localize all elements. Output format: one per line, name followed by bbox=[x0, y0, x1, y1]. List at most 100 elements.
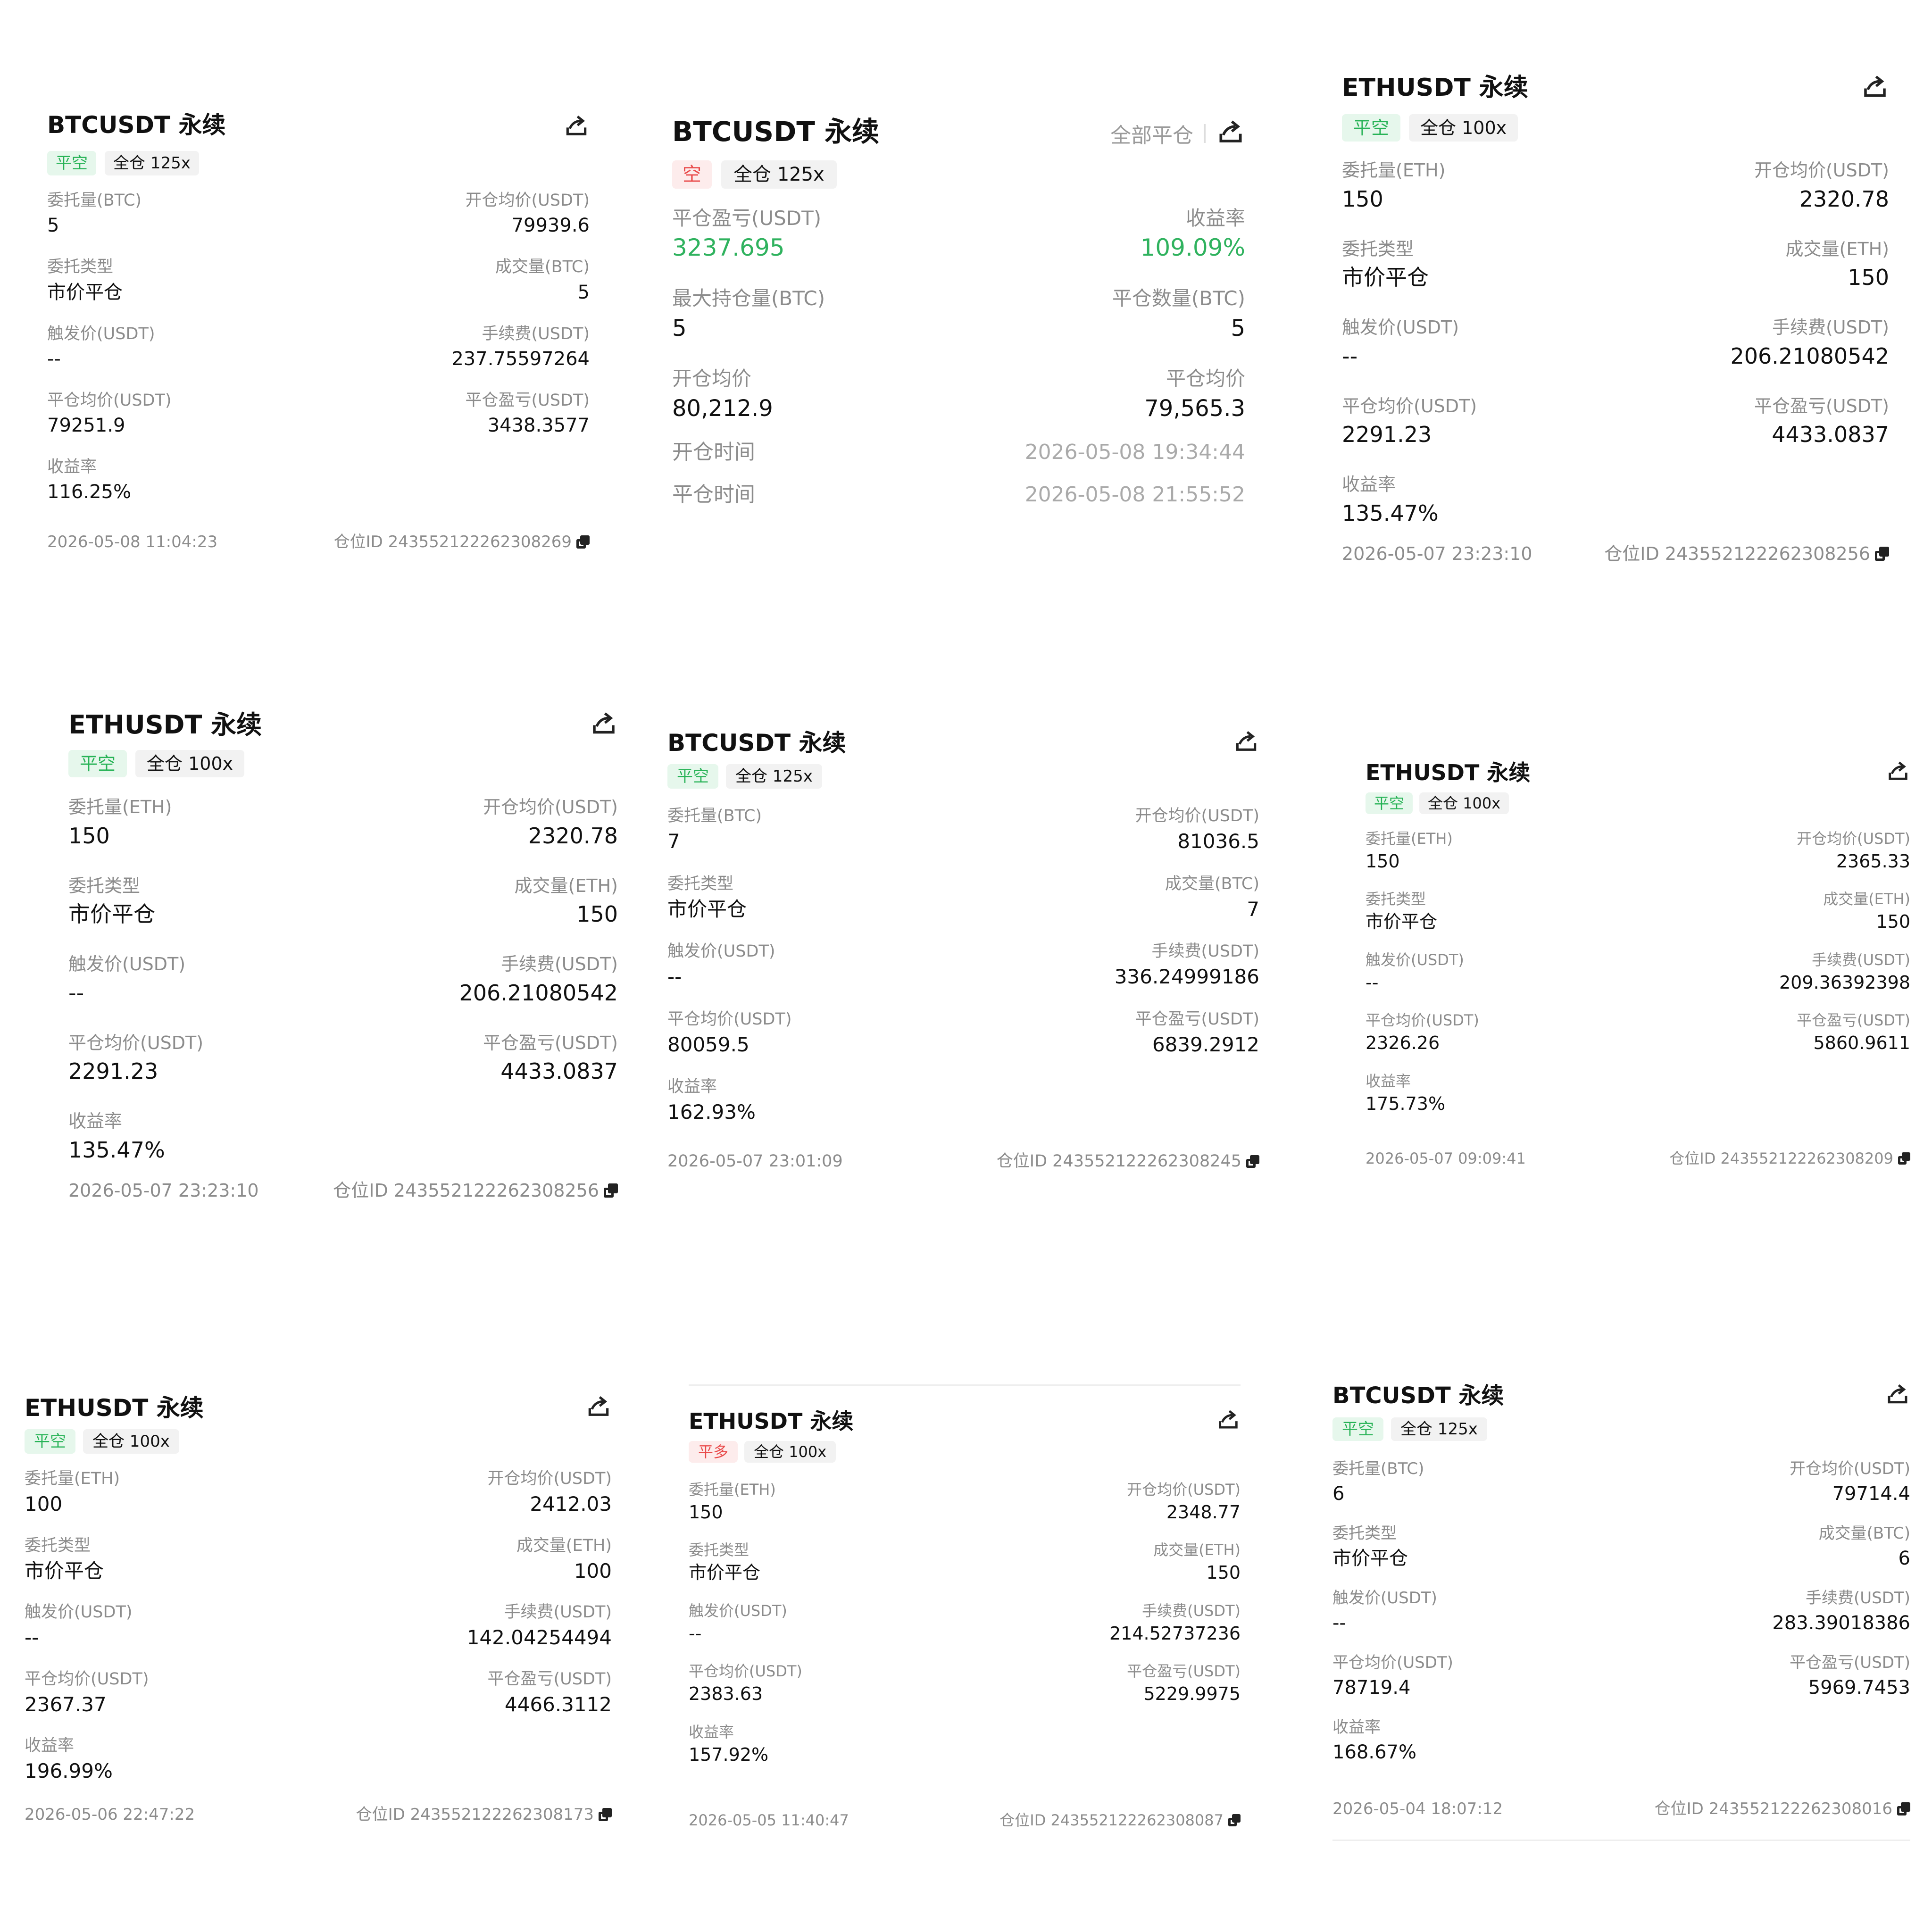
share-button[interactable] bbox=[1861, 73, 1889, 101]
position-id[interactable]: 仓位ID 243552122262308269 bbox=[334, 534, 590, 550]
card-title: ETHUSDT 永续 bbox=[68, 710, 262, 740]
field-cell: 手续费(USDT) 206.21080542 bbox=[459, 954, 618, 1006]
side-tag: 平空 bbox=[1342, 114, 1401, 142]
field-cell: 手续费(USDT) 214.52737236 bbox=[1109, 1601, 1241, 1644]
field-cell: 触发价(USDT) -- bbox=[68, 954, 186, 1006]
field-cell: 平仓均价(USDT) 2291.23 bbox=[1342, 395, 1477, 448]
order-card: BTCUSDT 永续 平空 全仓 125x 委托量(BTC) 7 开仓均价(USD… bbox=[667, 726, 1260, 1184]
side-tag: 平空 bbox=[1366, 792, 1413, 814]
margin-tag: 全仓 125x bbox=[721, 160, 837, 189]
share-icon bbox=[588, 1396, 609, 1416]
share-button[interactable] bbox=[1233, 729, 1259, 755]
order-card: ETHUSDT 永续 平空 全仓 100x 委托量(ETH) 150 开仓均价(U… bbox=[1366, 759, 1910, 1174]
card-title: BTCUSDT 永续 bbox=[667, 729, 846, 757]
margin-tag: 全仓 125x bbox=[1391, 1417, 1487, 1441]
position-id[interactable]: 仓位ID 243552122262308209 bbox=[1669, 1151, 1910, 1166]
field-cell: 成交量(ETH) 150 bbox=[1823, 890, 1910, 933]
order-card: BTCUSDT 永续 平空 全仓 125x 委托量(BTC) 5 开仓均价(USD… bbox=[47, 108, 590, 561]
field-cell: 触发价(USDT) -- bbox=[667, 942, 775, 989]
order-time: 2026-05-08 11:04:23 bbox=[47, 533, 218, 551]
field-cell: 委托类型 市价平仓 bbox=[25, 1536, 104, 1582]
copy-icon bbox=[1228, 1814, 1241, 1826]
copy-icon bbox=[604, 1183, 618, 1198]
field-cell: 平仓均价(USDT) 2383.63 bbox=[689, 1662, 802, 1705]
margin-tag: 全仓 100x bbox=[1419, 792, 1509, 814]
side-tag: 空 bbox=[672, 160, 712, 189]
field-cell: 委托量(BTC) 6 bbox=[1332, 1459, 1424, 1505]
position-id[interactable]: 仓位ID 243552122262308173 bbox=[356, 1807, 612, 1823]
share-icon bbox=[1219, 120, 1242, 142]
field-cell: 手续费(USDT) 209.36392398 bbox=[1779, 950, 1910, 993]
field-cell: 成交量(ETH) 100 bbox=[516, 1536, 612, 1582]
field-cell: 平仓盈亏(USDT) 6839.2912 bbox=[1135, 1009, 1259, 1056]
field-cell: 成交量(ETH) 150 bbox=[514, 875, 618, 927]
field-cell: 开仓均价(USDT) 2365.33 bbox=[1797, 830, 1910, 872]
field-cell: 委托类型 市价平仓 bbox=[689, 1541, 761, 1583]
field-cell: 收益率 135.47% bbox=[68, 1111, 165, 1163]
share-button[interactable] bbox=[563, 113, 590, 140]
margin-tag: 全仓 100x bbox=[135, 750, 245, 777]
share-button[interactable] bbox=[1216, 118, 1245, 149]
field-cell: 委托类型 市价平仓 bbox=[667, 874, 747, 921]
copy-icon bbox=[1898, 1152, 1910, 1165]
share-icon bbox=[1219, 1410, 1238, 1429]
share-icon bbox=[593, 712, 615, 734]
share-button[interactable] bbox=[1886, 759, 1910, 784]
field-cell: 手续费(USDT) 283.39018386 bbox=[1772, 1589, 1910, 1634]
field-cell: 平仓盈亏(USDT) 4433.0837 bbox=[483, 1032, 618, 1084]
field-cell: 平仓均价 79,565.3 bbox=[1144, 367, 1245, 422]
position-id[interactable]: 仓位ID 243552122262308256 bbox=[1604, 545, 1889, 563]
field-cell: 平仓均价(USDT) 2326.26 bbox=[1366, 1011, 1479, 1054]
field-cell: 平仓盈亏(USDT) 4466.3112 bbox=[487, 1669, 612, 1716]
field-cell: 触发价(USDT) -- bbox=[689, 1601, 787, 1644]
order-time: 2026-05-06 22:47:22 bbox=[25, 1805, 195, 1824]
field-cell: 手续费(USDT) 237.75597264 bbox=[451, 324, 590, 370]
copy-icon bbox=[1897, 1802, 1911, 1815]
field-cell: 成交量(BTC) 6 bbox=[1818, 1524, 1910, 1570]
share-button[interactable] bbox=[585, 1394, 612, 1420]
divider bbox=[689, 1384, 1241, 1386]
side-tag: 平空 bbox=[47, 151, 96, 175]
field-cell: 平仓均价(USDT) 2367.37 bbox=[25, 1669, 149, 1716]
margin-tag: 全仓 125x bbox=[105, 151, 199, 175]
field-cell: 手续费(USDT) 336.24999186 bbox=[1114, 942, 1259, 989]
card-title: BTCUSDT 永续 bbox=[1332, 1382, 1504, 1409]
open-time-label: 开仓时间 bbox=[672, 440, 755, 464]
side-tag: 平空 bbox=[1332, 1417, 1383, 1441]
side-tag: 平空 bbox=[68, 750, 127, 777]
card-title: ETHUSDT 永续 bbox=[689, 1408, 854, 1434]
position-card: BTCUSDT 永续 全部平仓 空 全仓 125x 平仓盈亏(USDT) 3237… bbox=[672, 113, 1245, 528]
field-cell: 平仓盈亏(USDT) 5969.7453 bbox=[1790, 1653, 1910, 1699]
pnl-cell: 平仓盈亏(USDT) 3237.695 bbox=[672, 207, 822, 262]
field-cell: 平仓均价(USDT) 80059.5 bbox=[667, 1009, 792, 1056]
share-icon bbox=[1236, 731, 1257, 751]
field-cell: 平仓盈亏(USDT) 5229.9975 bbox=[1127, 1662, 1241, 1705]
position-id[interactable]: 仓位ID 243552122262308256 bbox=[333, 1182, 618, 1199]
field-cell: 委托量(BTC) 5 bbox=[47, 191, 142, 237]
field-cell: 收益率 175.73% bbox=[1366, 1072, 1446, 1114]
card-title: BTCUSDT 永续 bbox=[672, 116, 880, 148]
field-cell: 开仓均价(USDT) 81036.5 bbox=[1135, 807, 1259, 853]
card-title: BTCUSDT 永续 bbox=[47, 111, 226, 139]
share-icon bbox=[1889, 761, 1907, 780]
share-button[interactable] bbox=[1885, 1382, 1910, 1407]
close-all-button[interactable]: 全部平仓 bbox=[1110, 124, 1193, 148]
margin-tag: 全仓 100x bbox=[744, 1441, 836, 1463]
field-cell: 平仓数量(BTC) 5 bbox=[1112, 287, 1245, 342]
field-cell: 平仓盈亏(USDT) 5860.9611 bbox=[1797, 1011, 1910, 1054]
share-button[interactable] bbox=[1216, 1408, 1241, 1432]
field-cell: 委托类型 市价平仓 bbox=[1366, 890, 1438, 933]
position-id[interactable]: 仓位ID 243552122262308087 bbox=[999, 1813, 1241, 1828]
share-button[interactable] bbox=[590, 710, 618, 738]
field-cell: 平仓均价(USDT) 79251.9 bbox=[47, 391, 172, 436]
open-time-value: 2026-05-08 19:34:44 bbox=[1024, 440, 1245, 464]
position-id[interactable]: 仓位ID 243552122262308245 bbox=[997, 1153, 1260, 1170]
field-cell: 触发价(USDT) -- bbox=[47, 324, 155, 370]
field-cell: 成交量(ETH) 150 bbox=[1153, 1541, 1241, 1583]
order-time: 2026-05-05 11:40:47 bbox=[689, 1811, 849, 1829]
field-cell: 成交量(BTC) 7 bbox=[1165, 874, 1259, 921]
field-cell: 开仓均价(USDT) 79939.6 bbox=[465, 191, 590, 237]
position-id[interactable]: 仓位ID 243552122262308016 bbox=[1655, 1801, 1911, 1817]
field-cell: 委托类型 市价平仓 bbox=[68, 875, 155, 927]
field-cell: 收益率 162.93% bbox=[667, 1077, 756, 1124]
